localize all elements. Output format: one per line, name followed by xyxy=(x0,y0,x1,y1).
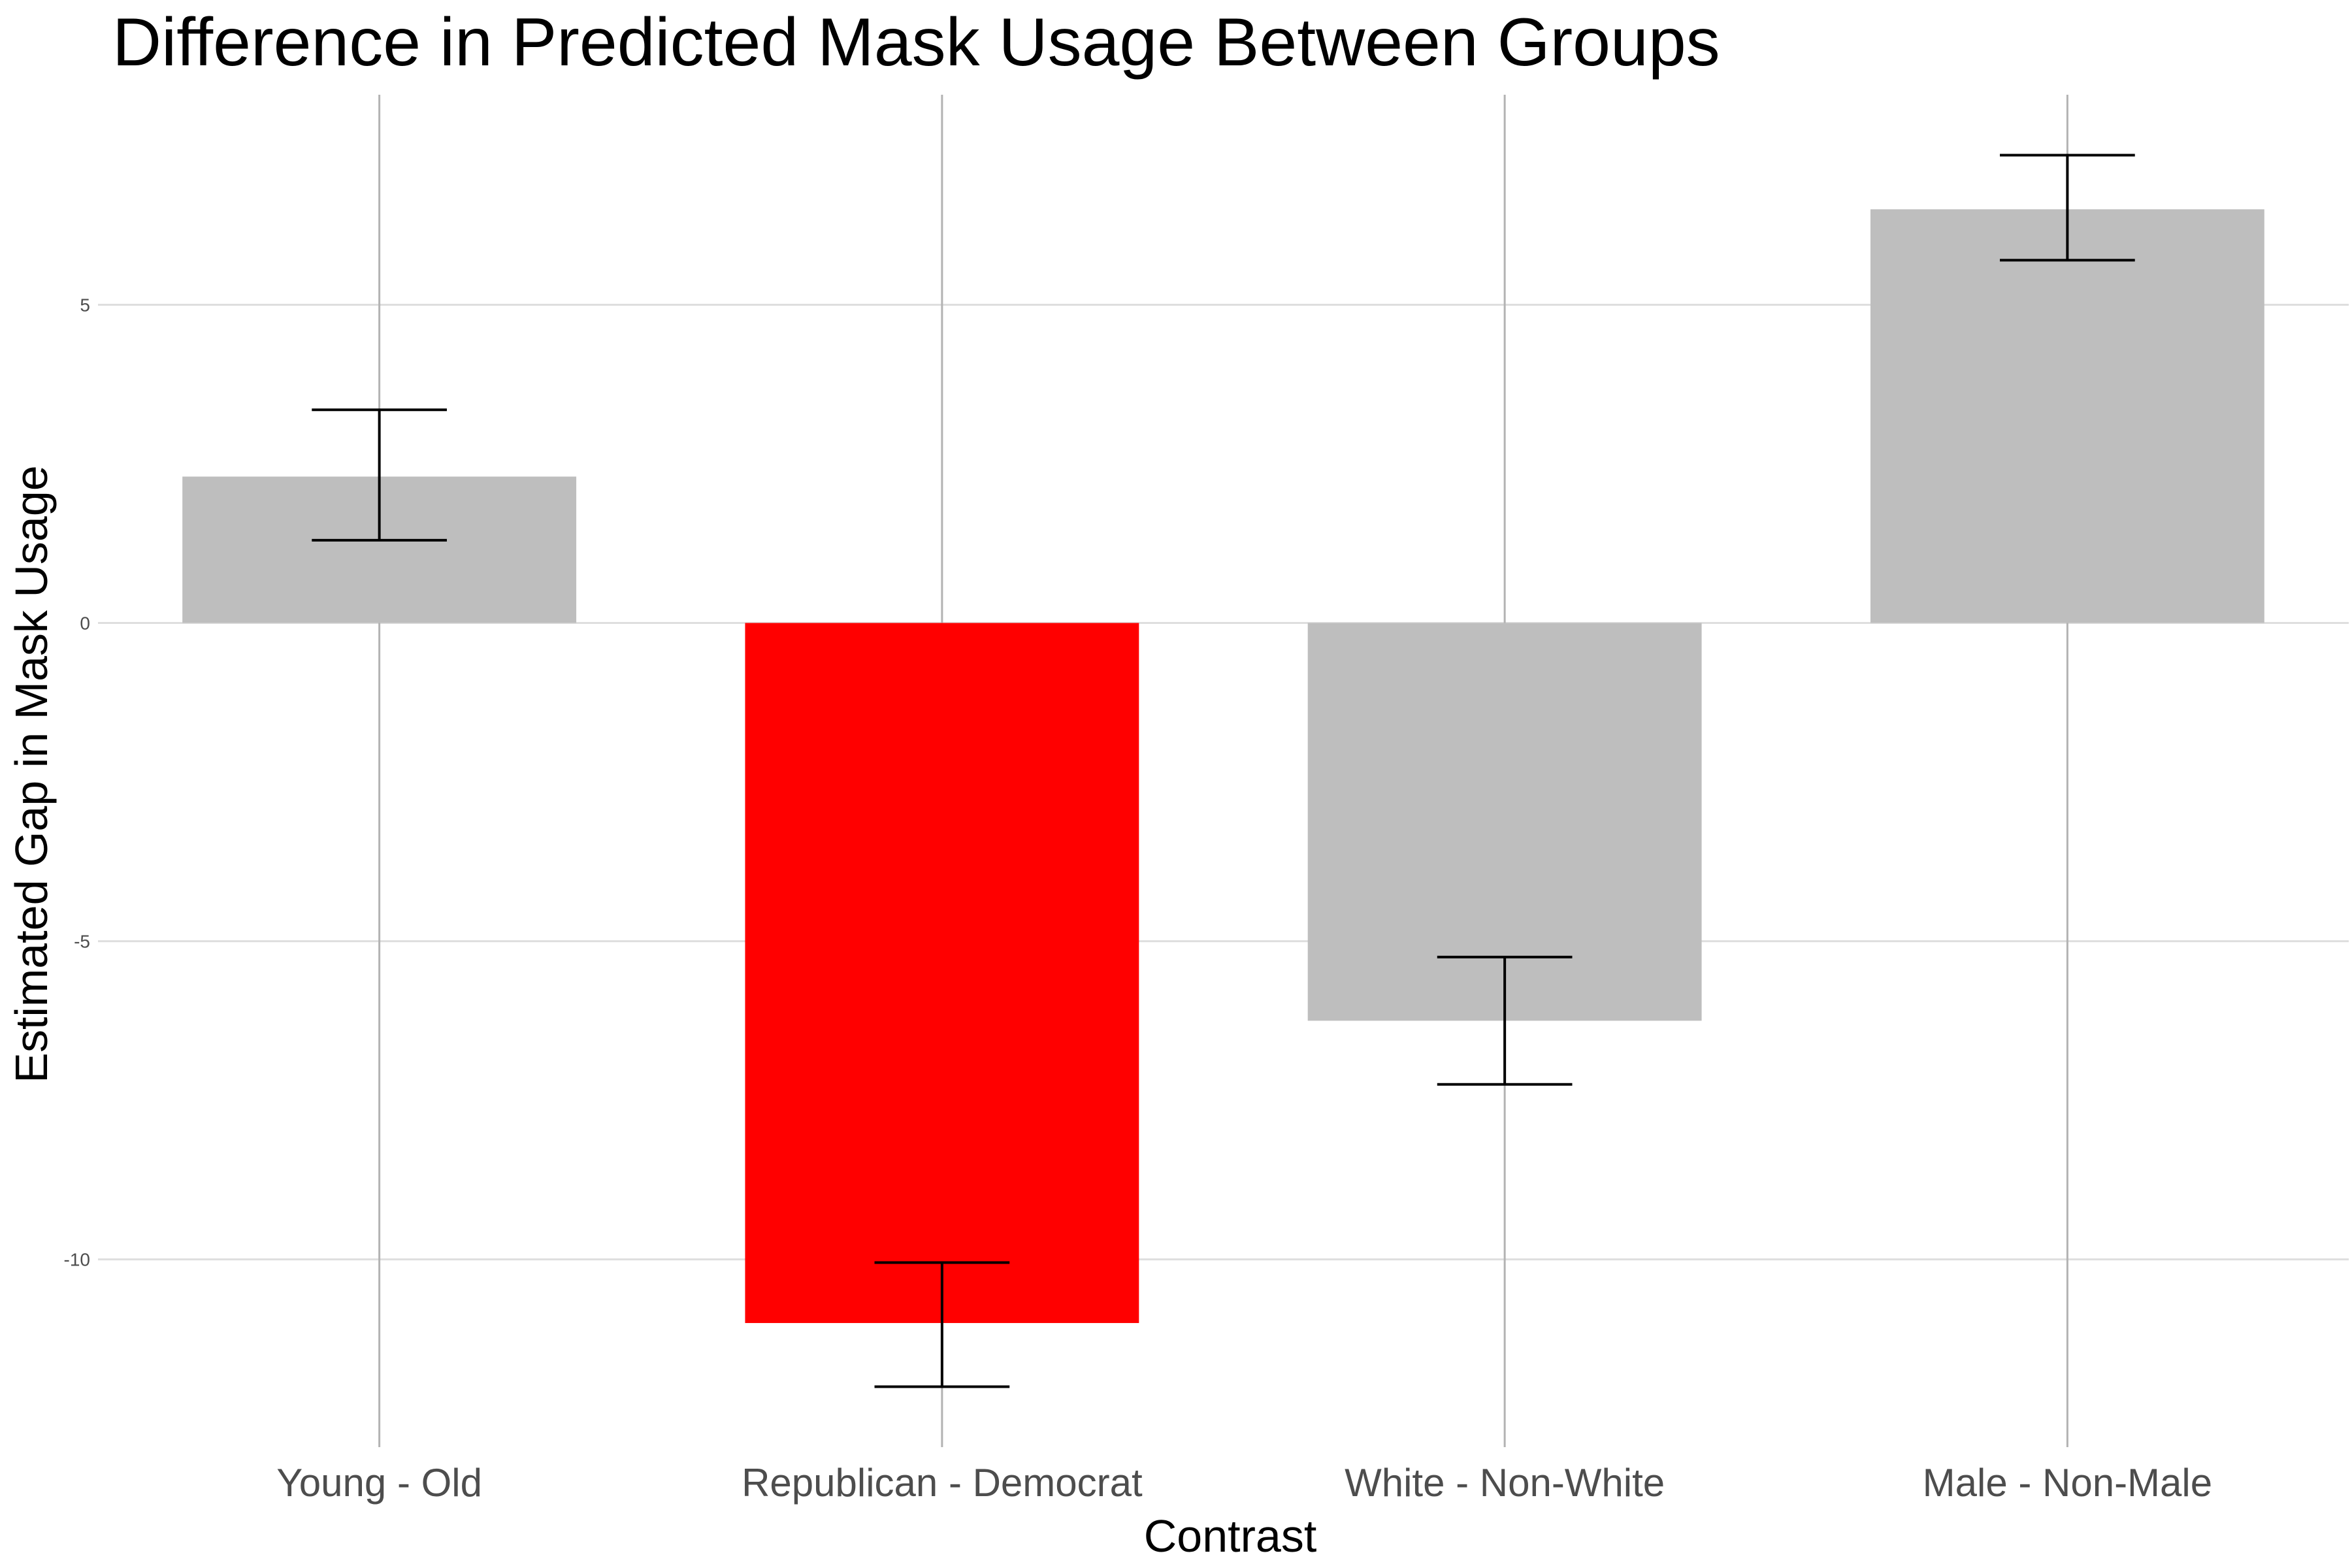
y-axis-title: Estimated Gap in Mask Usage xyxy=(6,465,57,1083)
y-tick-label: -10 xyxy=(64,1250,90,1270)
y-tick-label: 5 xyxy=(80,295,90,315)
error-bar xyxy=(874,1261,1010,1388)
y-tick-label: -5 xyxy=(74,932,90,952)
x-tick-labels: Young - Old Republican - Democrat White - … xyxy=(276,1461,2212,1505)
bar xyxy=(1870,209,2264,623)
x-tick-label: Male - Non-Male xyxy=(1923,1461,2212,1505)
y-tick-labels: -10 -5 0 5 xyxy=(64,295,90,1269)
error-bar xyxy=(1437,955,1573,1086)
bar xyxy=(745,623,1139,1324)
x-axis-title: Contrast xyxy=(1144,1511,1317,1561)
x-tick-label: Young - Old xyxy=(276,1461,482,1505)
error-bar xyxy=(312,408,447,542)
y-tick-label: 0 xyxy=(80,613,90,634)
chart-title: Difference in Predicted Mask Usage Betwe… xyxy=(112,5,1720,80)
bar xyxy=(1307,623,1702,1021)
bars xyxy=(182,209,2264,1324)
x-tick-label: Republican - Democrat xyxy=(742,1461,1143,1505)
error-bars xyxy=(312,154,2135,1388)
x-tick-label: White - Non-White xyxy=(1345,1461,1665,1505)
error-bar xyxy=(2000,154,2135,262)
